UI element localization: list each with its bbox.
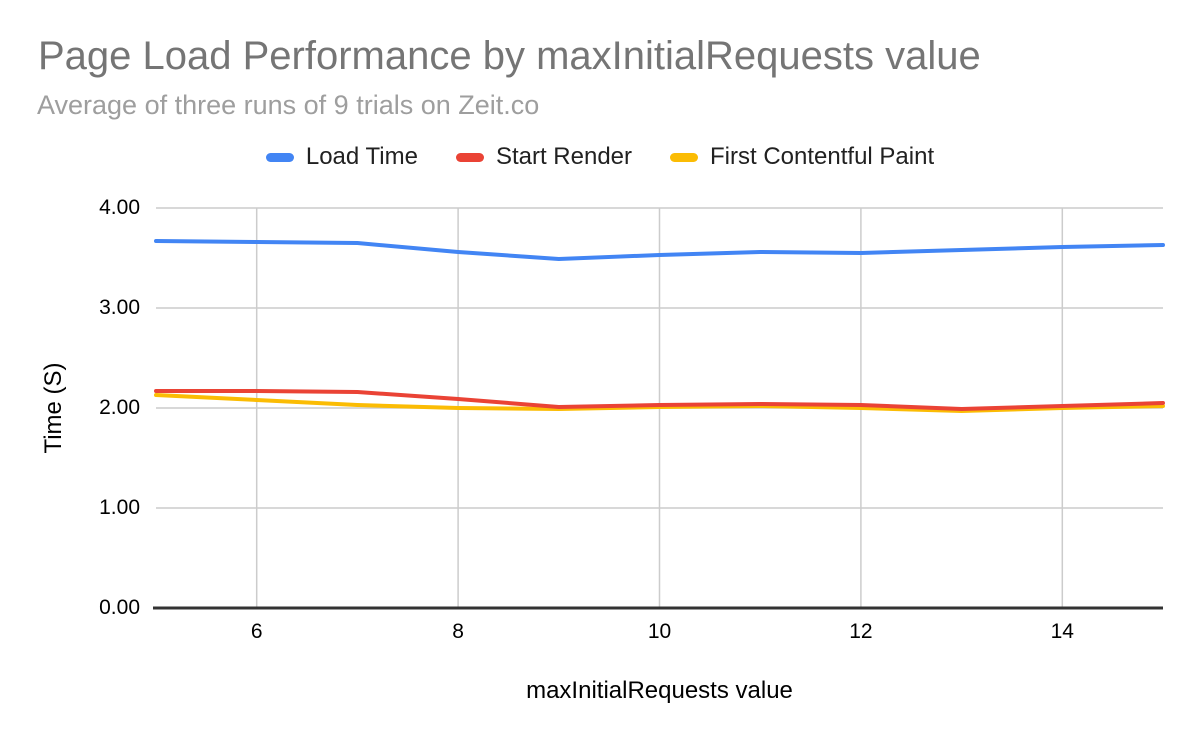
x-tick-label: 6 — [250, 620, 263, 643]
legend-label: First Contentful Paint — [710, 143, 935, 170]
legend-item-first-contentful-paint: First Contentful Paint — [670, 143, 934, 171]
load-time-line — [154, 239, 1165, 261]
legend-swatch-icon — [670, 152, 699, 162]
start-render-line — [154, 389, 1165, 411]
chart-title: Page Load Performance by maxInitialReque… — [38, 34, 981, 78]
x-tick-label: 12 — [849, 620, 873, 643]
legend-swatch-icon — [455, 152, 484, 162]
legend-swatch-icon — [265, 152, 294, 162]
x-tick-label: 10 — [647, 620, 672, 643]
x-tick-label: 14 — [1050, 620, 1074, 643]
legend: Load Time Start Render First Contentful Pa… — [0, 141, 1200, 173]
y-tick-label: 3.00 — [99, 296, 140, 319]
legend-item-start-render: Start Render — [455, 143, 633, 171]
y-tick-label: 0.00 — [99, 596, 140, 619]
legend-item-load-time: Load Time — [265, 143, 418, 171]
chart-subtitle: Average of three runs of 9 trials on Zei… — [37, 90, 540, 120]
y-tick-label: 2.00 — [99, 396, 140, 419]
y-tick-label: 1.00 — [99, 496, 140, 519]
x-tick-label: 8 — [452, 620, 464, 643]
y-tick-label: 4.00 — [99, 196, 140, 219]
legend-label: Load Time — [305, 143, 418, 170]
legend-label: Start Render — [495, 143, 633, 170]
x-axis-title: maxInitialRequests value — [526, 677, 793, 704]
